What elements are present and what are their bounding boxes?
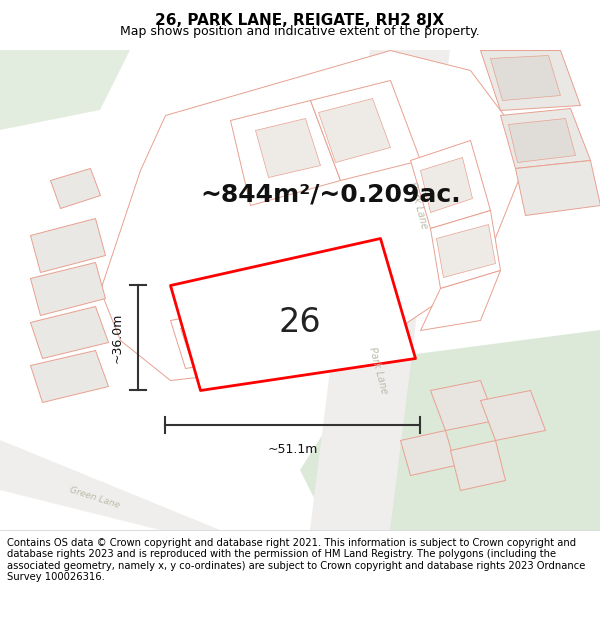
- Text: Park Lane: Park Lane: [367, 346, 389, 394]
- Text: Green Lane: Green Lane: [69, 486, 121, 511]
- Text: ~844m²/~0.209ac.: ~844m²/~0.209ac.: [200, 183, 461, 207]
- Text: ~36.0m: ~36.0m: [111, 312, 124, 362]
- Text: Map shows position and indicative extent of the property.: Map shows position and indicative extent…: [120, 24, 480, 38]
- Text: 26, PARK LANE, REIGATE, RH2 8JX: 26, PARK LANE, REIGATE, RH2 8JX: [155, 12, 445, 28]
- Text: ~51.1m: ~51.1m: [268, 443, 317, 456]
- Text: Contains OS data © Crown copyright and database right 2021. This information is : Contains OS data © Crown copyright and d…: [7, 538, 586, 582]
- Text: Park Lane: Park Lane: [407, 181, 429, 229]
- Text: 26: 26: [278, 306, 322, 339]
